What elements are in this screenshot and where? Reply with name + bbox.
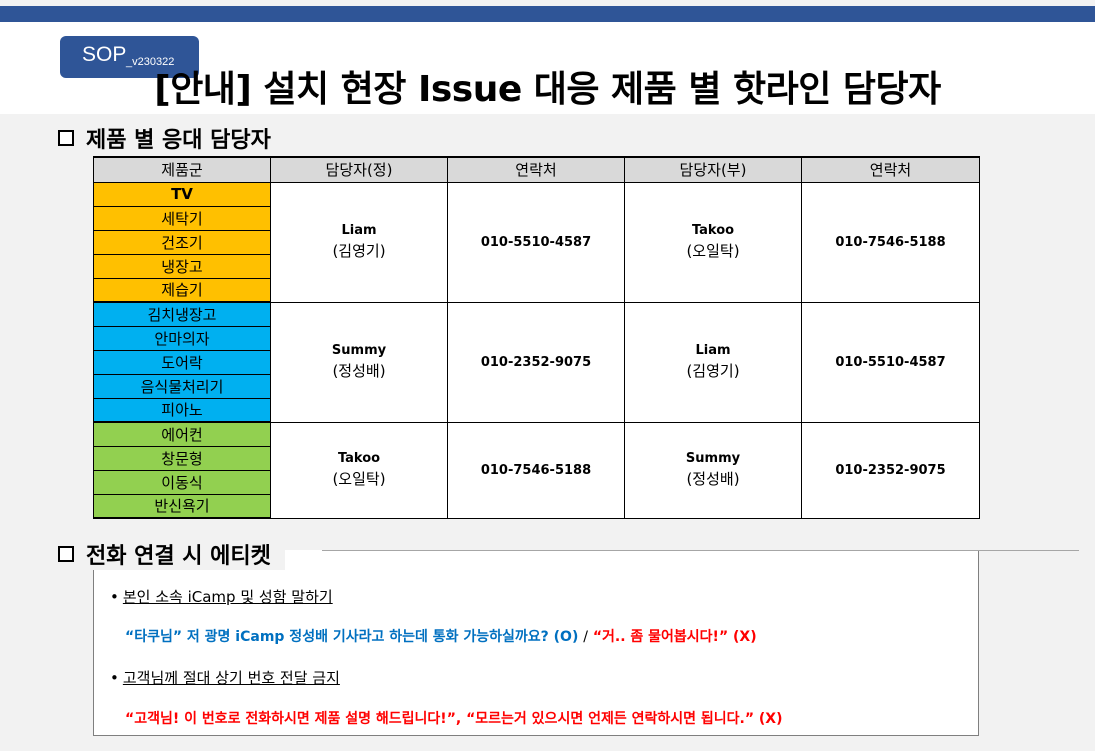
product-cell: 도어락 — [93, 350, 271, 375]
product-cell: 세탁기 — [93, 206, 271, 231]
top-accent-bar — [0, 6, 1095, 22]
section-heading-etiquette: 전화 연결 시 에티켓 — [58, 538, 285, 570]
primary-korean-name: (김영기) — [332, 242, 386, 260]
header-secondary-contact: 담당자(부) — [624, 156, 802, 183]
header-primary-phone: 연락처 — [447, 156, 625, 183]
table-row: 세탁기 — [93, 206, 980, 231]
section-heading-contacts: 제품 별 응대 담당자 — [58, 122, 271, 154]
primary-phone-cell: 010-5510-4587 — [447, 182, 625, 303]
table-row: 피아노 — [93, 398, 980, 423]
etiquette-example-2: “고객님! 이 번호로 전화하시면 제품 설명 해드립니다!”, “모르는거 있… — [125, 708, 783, 728]
checkbox-square-icon — [58, 546, 74, 562]
secondary-korean-name: (오일탁) — [686, 242, 740, 260]
table-row: 반신욕기 — [93, 494, 980, 519]
table-header-row: 제품군 담당자(정) 연락처 담당자(부) 연락처 — [93, 156, 980, 183]
secondary-name: Summy — [685, 451, 741, 466]
header-secondary-phone: 연락처 — [801, 156, 980, 183]
product-cell: 건조기 — [93, 230, 271, 255]
contacts-table: 제품군 담당자(정) 연락처 담당자(부) 연락처 TV Liam (김영기) … — [93, 156, 980, 519]
secondary-contact-cell: Liam (김영기) — [624, 302, 802, 423]
primary-phone-cell: 010-2352-9075 — [447, 302, 625, 423]
table-row: 창문형 — [93, 446, 980, 471]
primary-contact-cell: Takoo (오일탁) — [270, 422, 448, 519]
primary-name: Summy — [331, 343, 387, 358]
table-row: 냉장고 — [93, 254, 980, 279]
product-cell: 안마의자 — [93, 326, 271, 351]
sop-label: SOP — [82, 43, 127, 66]
secondary-phone-cell: 010-2352-9075 — [801, 422, 980, 519]
secondary-phone-cell: 010-5510-4587 — [801, 302, 980, 423]
secondary-korean-name: (김영기) — [686, 362, 740, 380]
product-cell: 에어컨 — [93, 422, 271, 447]
product-cell: 피아노 — [93, 398, 271, 423]
table-row: 도어락 — [93, 350, 980, 375]
table-row: 에어컨 Takoo (오일탁) 010-7546-5188 Summy (정성배… — [93, 422, 980, 519]
etiquette-bullet-2: • 고객님께 절대 상기 번호 전달 금지 — [110, 667, 340, 688]
product-cell: 이동식 — [93, 470, 271, 495]
primary-korean-name: (정성배) — [332, 362, 386, 380]
product-cell: 반신욕기 — [93, 494, 271, 519]
bullet-text: 본인 소속 iCamp 및 성함 말하기 — [122, 588, 333, 606]
etiquette-bullet-1: • 본인 소속 iCamp 및 성함 말하기 — [110, 586, 333, 607]
primary-contact-cell: Summy (정성배) — [270, 302, 448, 423]
bullet-dot-icon: • — [110, 669, 119, 687]
bullet-text: 고객님께 절대 상기 번호 전달 금지 — [122, 669, 340, 687]
secondary-name: Takoo — [691, 223, 735, 238]
table-row: 음식물처리기 — [93, 374, 980, 399]
product-cell: TV — [93, 182, 271, 207]
product-cell: 음식물처리기 — [93, 374, 271, 399]
table-row: 이동식 — [93, 470, 980, 495]
header: SOP _v230322 — [0, 22, 1095, 114]
table-row: 건조기 — [93, 230, 980, 255]
bad-example: “고객님! 이 번호로 전화하시면 제품 설명 해드립니다!”, “모르는거 있… — [125, 711, 783, 727]
table-row: 김치냉장고 Summy (정성배) 010-2352-9075 Liam (김영… — [93, 302, 980, 423]
section-divider — [322, 550, 1079, 551]
table-row: 안마의자 — [93, 326, 980, 351]
sop-version: _v230322 — [126, 56, 175, 68]
etiquette-box — [93, 550, 979, 736]
bad-example: “거.. 좀 물어봅시다!” (X) — [592, 629, 757, 645]
checkbox-square-icon — [58, 130, 74, 146]
secondary-contact-cell: Summy (정성배) — [624, 422, 802, 519]
primary-name: Liam — [341, 223, 377, 238]
primary-name: Takoo — [337, 451, 381, 466]
sop-badge: SOP _v230322 — [60, 36, 199, 78]
header-primary-contact: 담당자(정) — [270, 156, 448, 183]
primary-phone-cell: 010-7546-5188 — [447, 422, 625, 519]
bullet-dot-icon: • — [110, 588, 119, 606]
header-product-group: 제품군 — [93, 156, 271, 183]
section-heading-text: 제품 별 응대 담당자 — [86, 128, 271, 153]
table-row: 제습기 — [93, 278, 980, 303]
primary-korean-name: (오일탁) — [332, 470, 386, 488]
product-cell: 김치냉장고 — [93, 302, 271, 327]
table-row: TV Liam (김영기) 010-5510-4587 Takoo (오일탁) … — [93, 182, 980, 303]
product-cell: 제습기 — [93, 278, 271, 303]
product-cell: 냉장고 — [93, 254, 271, 279]
good-example: “타쿠님” 저 광명 iCamp 정성배 기사라고 하는데 통화 가능하실까요?… — [125, 629, 579, 645]
etiquette-example-1: “타쿠님” 저 광명 iCamp 정성배 기사라고 하는데 통화 가능하실까요?… — [125, 626, 757, 646]
product-cell: 창문형 — [93, 446, 271, 471]
secondary-contact-cell: Takoo (오일탁) — [624, 182, 802, 303]
secondary-name: Liam — [695, 343, 731, 358]
secondary-korean-name: (정성배) — [686, 470, 740, 488]
page-title: [안내] 설치 현장 Issue 대응 제품 별 핫라인 담당자 — [154, 69, 941, 110]
secondary-phone-cell: 010-7546-5188 — [801, 182, 980, 303]
primary-contact-cell: Liam (김영기) — [270, 182, 448, 303]
example-separator: / — [583, 629, 588, 645]
section-heading-text: 전화 연결 시 에티켓 — [86, 544, 271, 569]
